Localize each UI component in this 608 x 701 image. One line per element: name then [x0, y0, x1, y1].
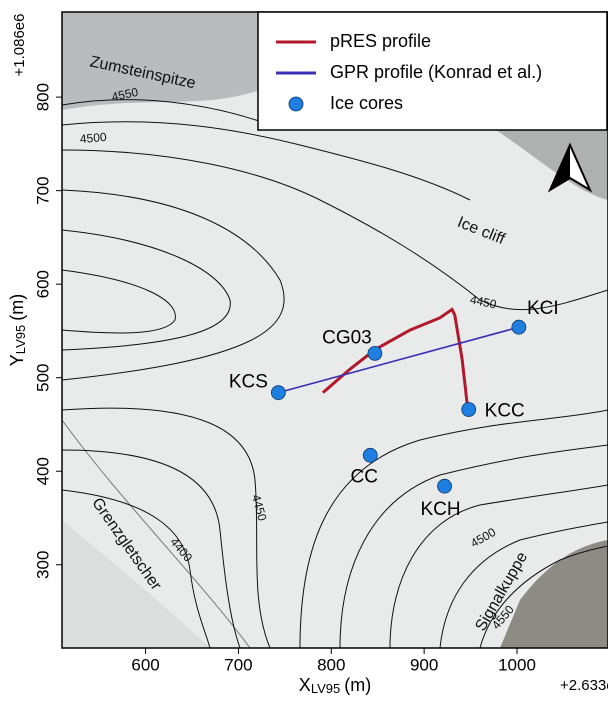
core-label: KCH: [421, 499, 461, 520]
map: 4550 4500 4450 4450 4400 4500 4550 Zumst…: [0, 0, 608, 696]
x-offset: +2.633e6: [560, 677, 608, 694]
y-axis-label: YLV95 (m): [7, 294, 29, 366]
ice-core: [368, 346, 382, 360]
ice-core: [271, 386, 285, 400]
y-tick-label: 400: [33, 457, 52, 485]
core-label: KCC: [485, 401, 525, 422]
legend-label: GPR profile (Konrad et al.): [330, 62, 542, 82]
x-tick-label: 800: [317, 655, 345, 674]
x-label-sub: LV95: [311, 681, 340, 696]
ice-core: [512, 320, 526, 334]
x-label-unit: (m): [344, 675, 371, 695]
y-tick-label: 500: [33, 364, 52, 392]
y-label-unit: (m): [7, 294, 27, 321]
y-tick-label: 600: [33, 270, 52, 298]
y-label-main: Y: [7, 354, 27, 366]
contour-label: 4500: [79, 130, 107, 146]
legend-label: pRES profile: [330, 31, 431, 51]
y-label-sub: LV95: [13, 325, 28, 354]
x-tick-label: 1000: [498, 655, 536, 674]
x-tick-label: 900: [410, 655, 438, 674]
ice-core: [462, 403, 476, 417]
x-axis-label: XLV95 (m): [299, 675, 371, 696]
core-label: CG03: [322, 327, 372, 348]
x-label-main: X: [299, 675, 311, 695]
core-label: CC: [351, 466, 378, 487]
y-tick-label: 800: [33, 83, 52, 111]
legend-label: Ice cores: [330, 93, 403, 113]
ice-core: [363, 448, 377, 462]
legend-swatch: [289, 97, 303, 111]
x-tick-label: 700: [224, 655, 252, 674]
y-tick-label: 300: [33, 551, 52, 579]
y-tick-label: 700: [33, 176, 52, 204]
core-label: KCS: [229, 372, 268, 393]
y-offset: +1.086e6: [11, 14, 28, 77]
core-label: KCI: [527, 298, 559, 319]
x-tick-label: 600: [131, 655, 159, 674]
ice-core: [438, 479, 452, 493]
